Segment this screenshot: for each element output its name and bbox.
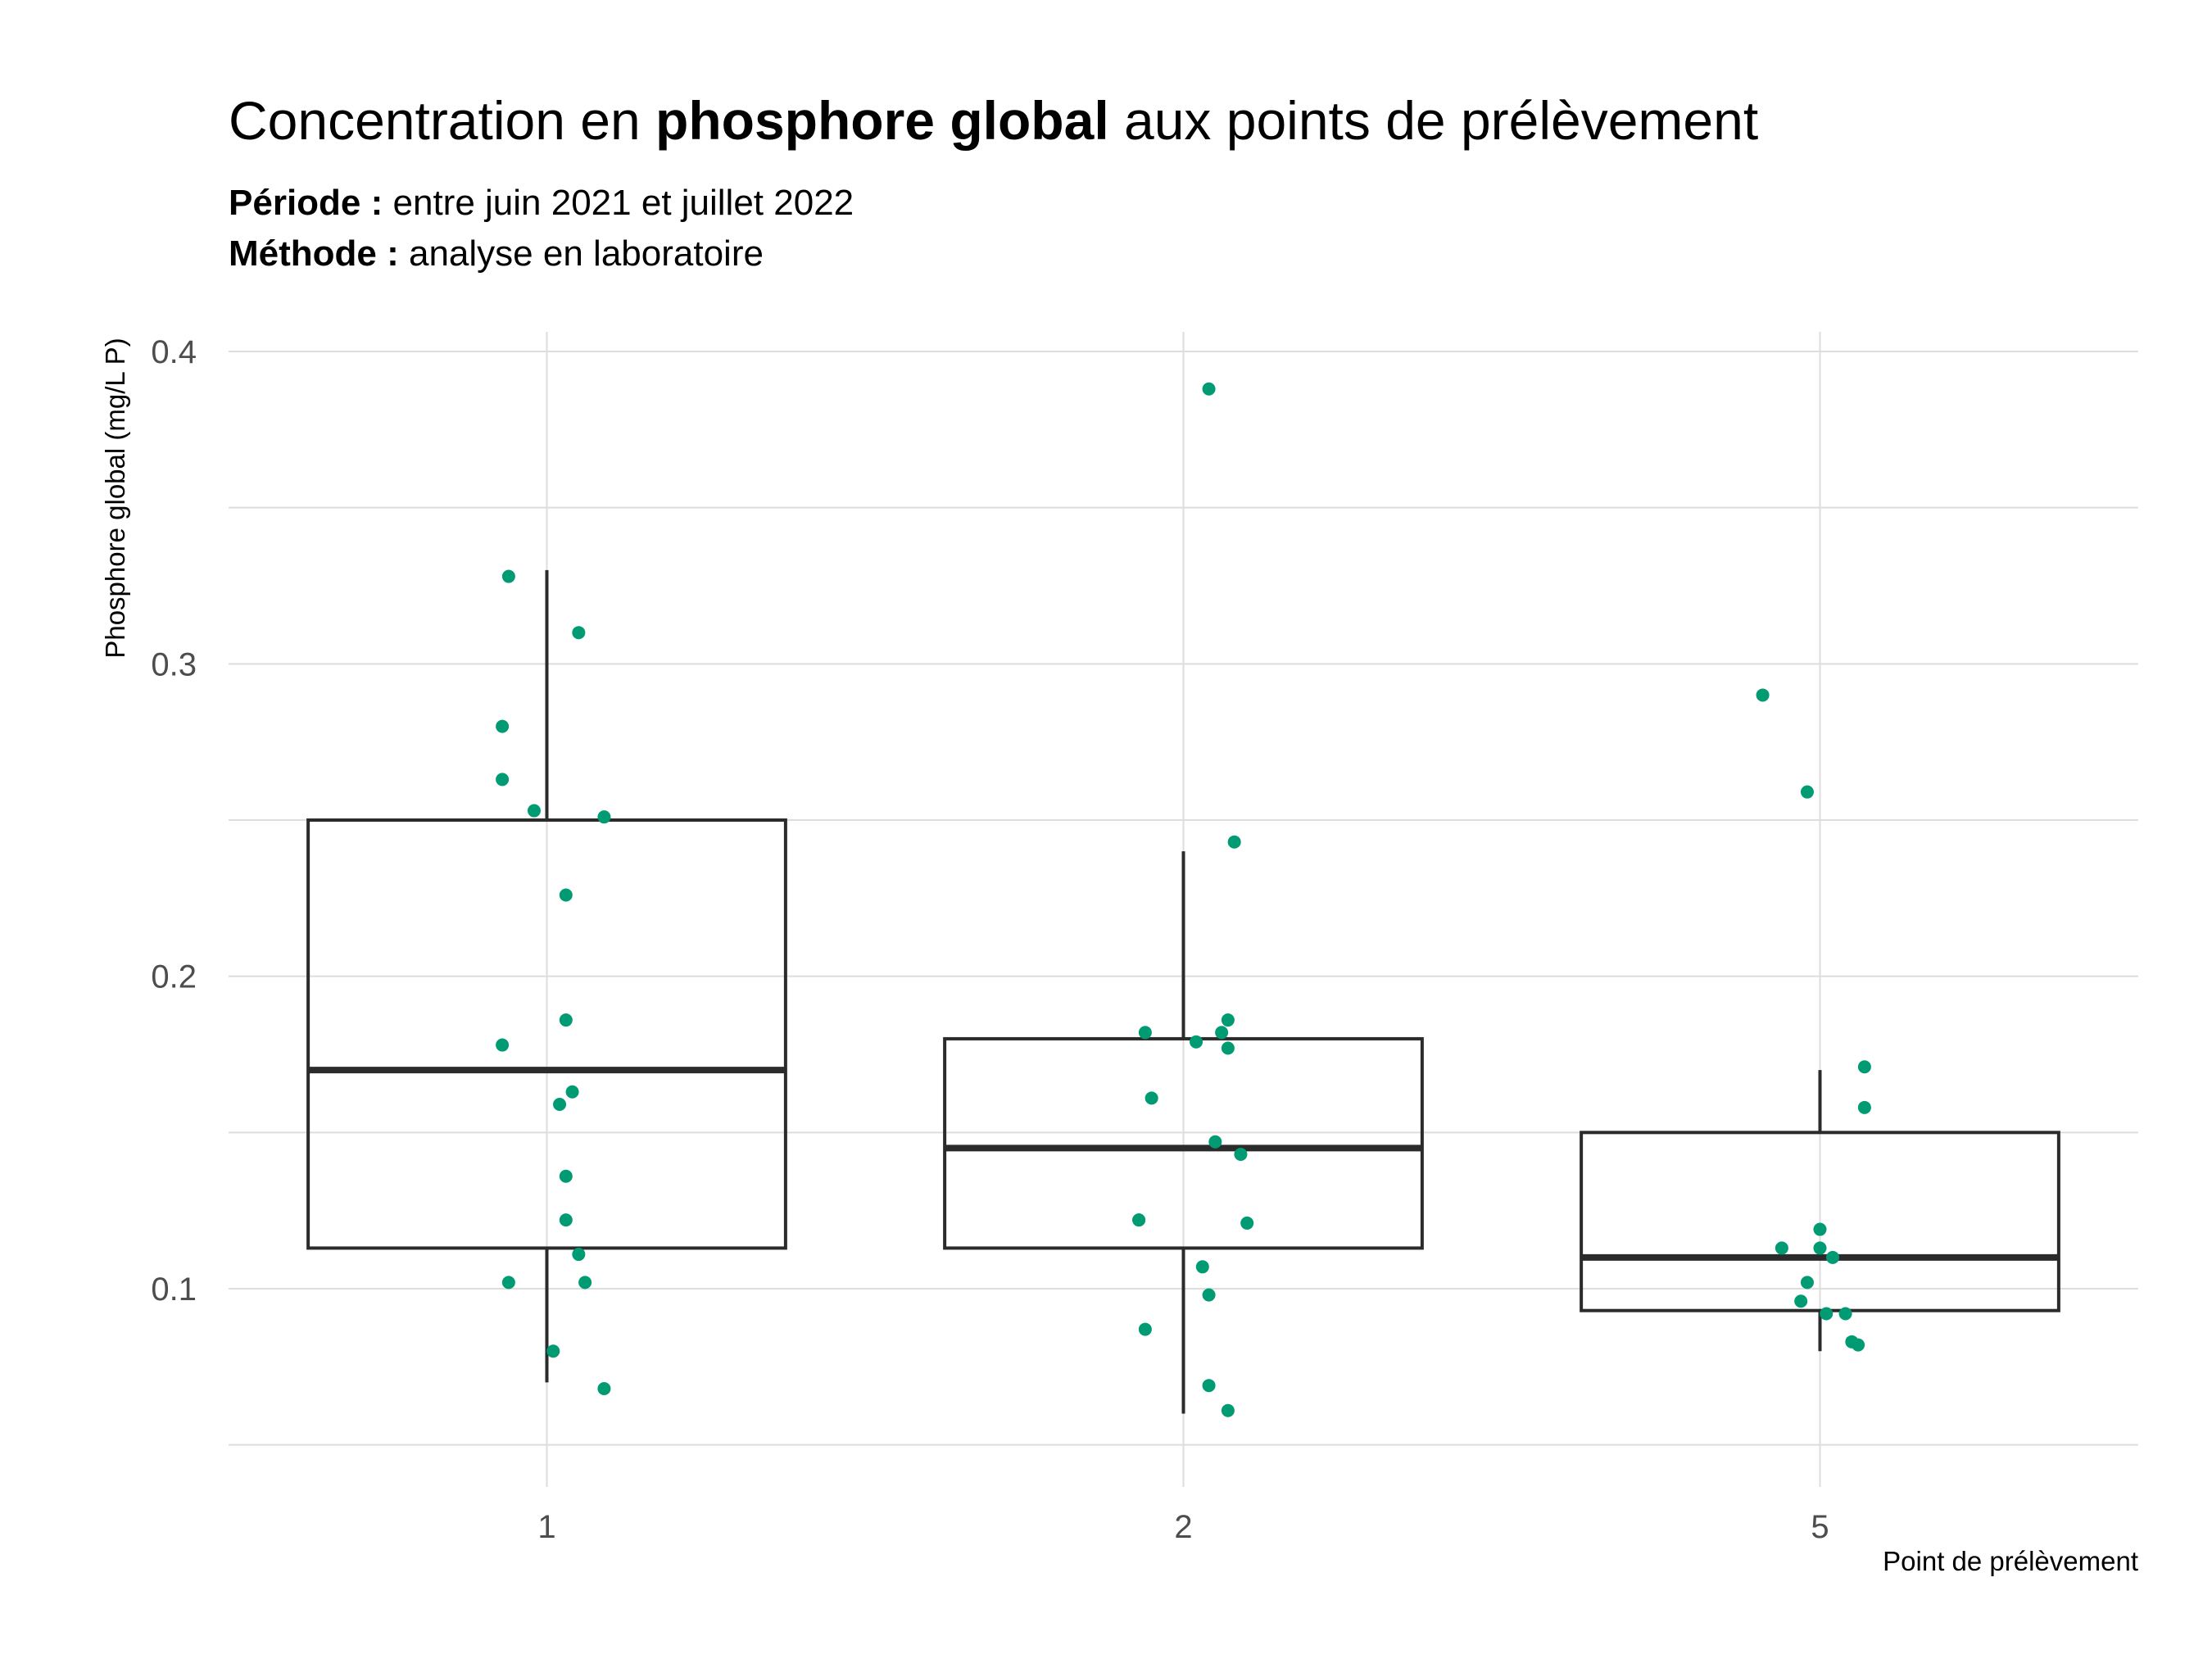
box-layer	[306, 569, 2060, 1414]
data-point	[1800, 785, 1814, 799]
data-point	[501, 569, 515, 583]
data-point	[1215, 1026, 1229, 1040]
data-point	[1208, 1135, 1222, 1149]
data-point	[1202, 382, 1216, 396]
data-point	[1227, 835, 1241, 849]
data-point	[546, 1344, 560, 1358]
data-point	[559, 1213, 573, 1227]
y-tick-label: 0.3	[151, 646, 197, 682]
box-iqr	[1580, 1131, 2060, 1312]
data-point	[1234, 1148, 1248, 1162]
data-point	[559, 1013, 573, 1027]
data-point	[496, 773, 510, 786]
y-axis-label: Phosphore global (mg/L P)	[100, 338, 130, 658]
data-point	[1221, 1403, 1235, 1417]
data-point	[1813, 1241, 1827, 1255]
data-point	[1813, 1222, 1827, 1236]
data-point	[572, 626, 586, 640]
data-point	[1775, 1241, 1788, 1255]
data-point	[559, 888, 573, 902]
data-point	[1190, 1035, 1203, 1049]
data-point	[1195, 1260, 1209, 1274]
data-point	[1132, 1213, 1146, 1227]
data-point	[1138, 1322, 1152, 1336]
data-point	[1857, 1100, 1871, 1114]
tick-layer: 0.1 0.2 0.3 0.4 1 2 5	[151, 334, 1829, 1545]
box-iqr	[943, 1036, 1424, 1250]
data-point	[559, 1169, 573, 1183]
data-point	[496, 1038, 510, 1052]
subtitle-periode-text: entre juin 2021 et juillet 2022	[383, 183, 854, 223]
subtitle-methode-text: analyse en laboratoire	[398, 233, 764, 274]
subtitle-methode-label: Méthode :	[229, 233, 399, 274]
data-point	[527, 804, 541, 818]
chart-title-bold: phosphore global	[655, 90, 1109, 151]
data-point	[597, 1382, 611, 1396]
data-point	[565, 1085, 579, 1099]
data-point	[1202, 1288, 1216, 1302]
data-point	[1857, 1060, 1871, 1074]
chart-title-suffix: aux points de prélèvement	[1108, 90, 1759, 151]
data-point	[572, 1248, 586, 1262]
data-point	[553, 1098, 567, 1112]
data-point	[597, 810, 611, 824]
x-tick-label: 5	[1811, 1509, 1829, 1545]
data-point	[1138, 1026, 1152, 1040]
point-layer	[496, 382, 1871, 1417]
data-point	[578, 1276, 592, 1290]
data-point	[1800, 1276, 1814, 1290]
chart-title: Concentration en phosphore global aux po…	[229, 88, 1758, 153]
chart-subtitle-methode: Méthode : analyse en laboratoire	[229, 233, 764, 276]
data-point	[1145, 1091, 1158, 1105]
y-tick-label: 0.4	[151, 334, 197, 370]
data-point	[1826, 1250, 1840, 1264]
data-point	[1202, 1379, 1216, 1393]
data-point	[496, 719, 510, 733]
data-point	[501, 1276, 515, 1290]
data-point	[1221, 1041, 1235, 1055]
data-point	[1852, 1338, 1865, 1352]
data-point	[1794, 1294, 1808, 1308]
chart-subtitle-periode: Période : entre juin 2021 et juillet 202…	[229, 182, 854, 225]
x-axis-label: Point de prélèvement	[1883, 1546, 2138, 1576]
data-point	[1240, 1216, 1254, 1230]
y-tick-label: 0.1	[151, 1271, 197, 1308]
data-point	[1838, 1307, 1852, 1321]
data-point	[1820, 1307, 1834, 1321]
box-iqr	[306, 818, 787, 1250]
x-tick-label: 2	[1174, 1509, 1192, 1545]
chart-title-prefix: Concentration en	[229, 90, 656, 151]
data-point	[1221, 1013, 1235, 1027]
data-point	[1756, 688, 1770, 702]
x-tick-label: 1	[537, 1509, 555, 1545]
y-tick-label: 0.2	[151, 959, 197, 995]
subtitle-periode-label: Période :	[229, 183, 383, 223]
